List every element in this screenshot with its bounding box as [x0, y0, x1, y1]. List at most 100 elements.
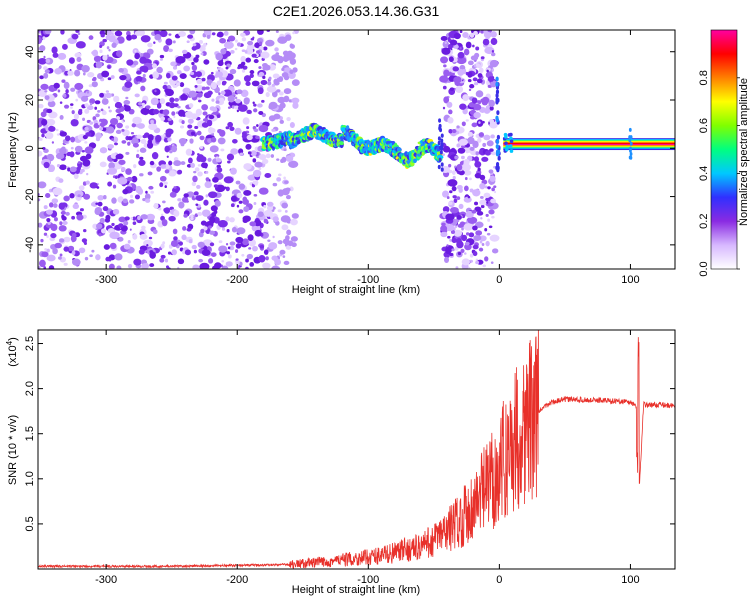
noise-band-speckle [482, 264, 487, 268]
noise-speckle [173, 115, 176, 119]
noise-speckle [197, 211, 203, 216]
noise-band-speckle [491, 248, 499, 254]
noise-speckle [46, 254, 56, 262]
noise-speckle [110, 153, 118, 159]
noise-band-speckle [452, 195, 457, 199]
noise-speckle [221, 80, 227, 85]
zero-spike-blob [496, 165, 500, 171]
noise-band-speckle [457, 251, 462, 256]
noise-speckle [264, 172, 272, 179]
noise-speckle [207, 157, 212, 162]
snr-frame [37, 329, 676, 570]
noise-speckle [146, 213, 155, 221]
noise-speckle [96, 186, 100, 189]
noise-band-speckle [480, 216, 483, 220]
noise-speckle [232, 138, 238, 144]
noise-band-speckle [461, 121, 466, 127]
noise-speckle [246, 134, 253, 141]
noise-speckle [118, 216, 126, 223]
noise-speckle [234, 96, 238, 100]
noise-speckle [123, 243, 131, 250]
snr-y-ticks: 0.5 1.0 1.5 2.0 2.5 [24, 336, 675, 532]
noise-speckle [137, 188, 144, 195]
noise-band-speckle [454, 246, 459, 251]
noise-speckle [197, 171, 203, 177]
noise-speckle [249, 262, 255, 267]
noise-speckle [271, 128, 276, 132]
colorbar-tick-label: 0.2 [698, 214, 710, 229]
noise-speckle [283, 260, 290, 265]
chart-title: C2E1.2026.053.14.36.G31 [273, 3, 440, 19]
noise-speckle [130, 194, 134, 199]
noise-band-speckle [489, 148, 494, 152]
noise-speckle [291, 213, 299, 219]
noise-band-speckle [449, 87, 455, 91]
noise-speckle [220, 90, 226, 95]
noise-speckle [159, 258, 165, 263]
noise-speckle [240, 61, 246, 66]
noise-speckle [201, 86, 206, 91]
noise-speckle [101, 98, 109, 105]
noise-speckle [266, 85, 277, 93]
noise-speckle [45, 193, 51, 199]
noise-speckle [173, 236, 178, 241]
signal-onset-blob [504, 135, 508, 139]
noise-band-speckle [476, 78, 483, 84]
noise-speckle [215, 71, 224, 78]
noise-band-speckle [480, 204, 485, 209]
noise-speckle [81, 149, 85, 153]
noise-speckle [241, 253, 245, 257]
noise-speckle [125, 168, 132, 175]
noise-speckle [56, 164, 61, 168]
noise-speckle [183, 193, 189, 198]
noise-speckle [203, 199, 209, 206]
noise-speckle [241, 131, 247, 137]
noise-speckle [70, 136, 76, 143]
noise-speckle [244, 50, 248, 54]
noise-speckle [190, 71, 195, 76]
noise-speckle [141, 225, 146, 230]
noise-speckle [195, 108, 202, 116]
noise-speckle [123, 100, 131, 105]
noise-band-speckle [462, 108, 468, 115]
noise-speckle [42, 146, 46, 150]
noise-speckle [272, 242, 277, 247]
noise-speckle [118, 67, 124, 73]
noise-speckle [202, 118, 209, 123]
noise-band-speckle [472, 77, 478, 82]
noise-speckle [48, 265, 55, 269]
noise-band-speckle [441, 47, 451, 55]
noise-speckle [59, 131, 67, 137]
noise-speckle [235, 98, 241, 104]
noise-speckle [199, 145, 203, 150]
noise-speckle [175, 56, 186, 64]
noise-speckle [262, 158, 269, 165]
noise-speckle [281, 67, 285, 71]
noise-band-speckle [444, 256, 450, 263]
noise-speckle [213, 184, 219, 188]
noise-speckle [205, 170, 209, 174]
noise-speckle [190, 131, 196, 136]
noise-speckle [67, 70, 74, 76]
noise-speckle [163, 45, 170, 52]
noise-speckle [162, 84, 168, 90]
noise-speckle [115, 129, 122, 134]
noise-speckle [190, 217, 194, 221]
noise-speckle [203, 42, 207, 48]
noise-speckle [139, 173, 144, 177]
noise-speckle [266, 30, 271, 33]
noise-speckle [195, 195, 204, 201]
spectrogram-marks [38, 30, 675, 269]
noise-speckle [82, 181, 87, 186]
noise-speckle [71, 232, 77, 238]
noise-speckle [188, 239, 193, 244]
noise-speckle [70, 118, 79, 127]
noise-speckle [60, 210, 67, 215]
noise-speckle [253, 128, 259, 133]
signal-spike-blob [438, 118, 442, 123]
signal-spike-blob [440, 138, 444, 143]
noise-band-speckle [475, 90, 484, 98]
noise-band-speckle [484, 109, 491, 114]
noise-speckle [45, 132, 54, 140]
noise-band-speckle [477, 137, 482, 143]
